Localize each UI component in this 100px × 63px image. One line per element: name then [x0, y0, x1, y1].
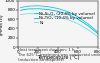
Ni₃TiO₃ (10.4% by volume): [77, 19, 79, 20]
Ni₃TiO₃ (10.4% by volume): [20, 10, 21, 11]
Ni: [47, 14, 49, 15]
Ni: [37, 13, 39, 14]
Ni: [27, 13, 29, 14]
Ni: [67, 19, 69, 20]
Ni: [20, 14, 21, 15]
Ni₃Si₂O₇ (20.4% by volume): [27, 6, 29, 7]
Ni: [87, 29, 89, 30]
Ni: [77, 23, 79, 24]
Ni: [97, 36, 99, 37]
Ni₃Si₂O₇ (20.4% by volume): [97, 32, 99, 33]
Ni₃TiO₃ (10.4% by volume): [37, 8, 39, 9]
Line: Ni₃TiO₃ (10.4% by volume): Ni₃TiO₃ (10.4% by volume): [20, 9, 98, 34]
Ni₃Si₂O₇ (20.4% by volume): [37, 5, 39, 6]
Y-axis label: Fracture
toughness
(MPa√m): Fracture toughness (MPa√m): [0, 11, 4, 37]
Ni₃Si₂O₇ (20.4% by volume): [47, 6, 49, 7]
Ni₃TiO₃ (10.4% by volume): [57, 11, 59, 12]
Legend: Ni₃Si₂O₇ (20.4% by volume), Ni₃TiO₃ (10.4% by volume), Ni: Ni₃Si₂O₇ (20.4% by volume), Ni₃TiO₃ (10.…: [33, 11, 96, 25]
Line: Ni₃Si₂O₇ (20.4% by volume): Ni₃Si₂O₇ (20.4% by volume): [20, 6, 98, 32]
Ni: [57, 16, 59, 17]
Ni₃TiO₃ (10.4% by volume): [97, 33, 99, 34]
X-axis label: Temperature (°C): Temperature (°C): [37, 55, 79, 60]
Ni₃Si₂O₇ (20.4% by volume): [57, 8, 59, 9]
Ni₃TiO₃ (10.4% by volume): [47, 9, 49, 10]
Ni₃Si₂O₇ (20.4% by volume): [20, 7, 21, 8]
Line: Ni: Ni: [20, 14, 98, 37]
Ni₃Si₂O₇ (20.4% by volume): [87, 23, 89, 24]
Ni₃TiO₃ (10.4% by volume): [87, 25, 89, 26]
Ni₃Si₂O₇ (20.4% by volume): [67, 11, 69, 12]
Text: Heat treatment duration: 1 h
The 625°C treatment was conducted under hydrogen at: Heat treatment duration: 1 h The 625°C t…: [18, 49, 100, 62]
Ni₃TiO₃ (10.4% by volume): [67, 14, 69, 15]
